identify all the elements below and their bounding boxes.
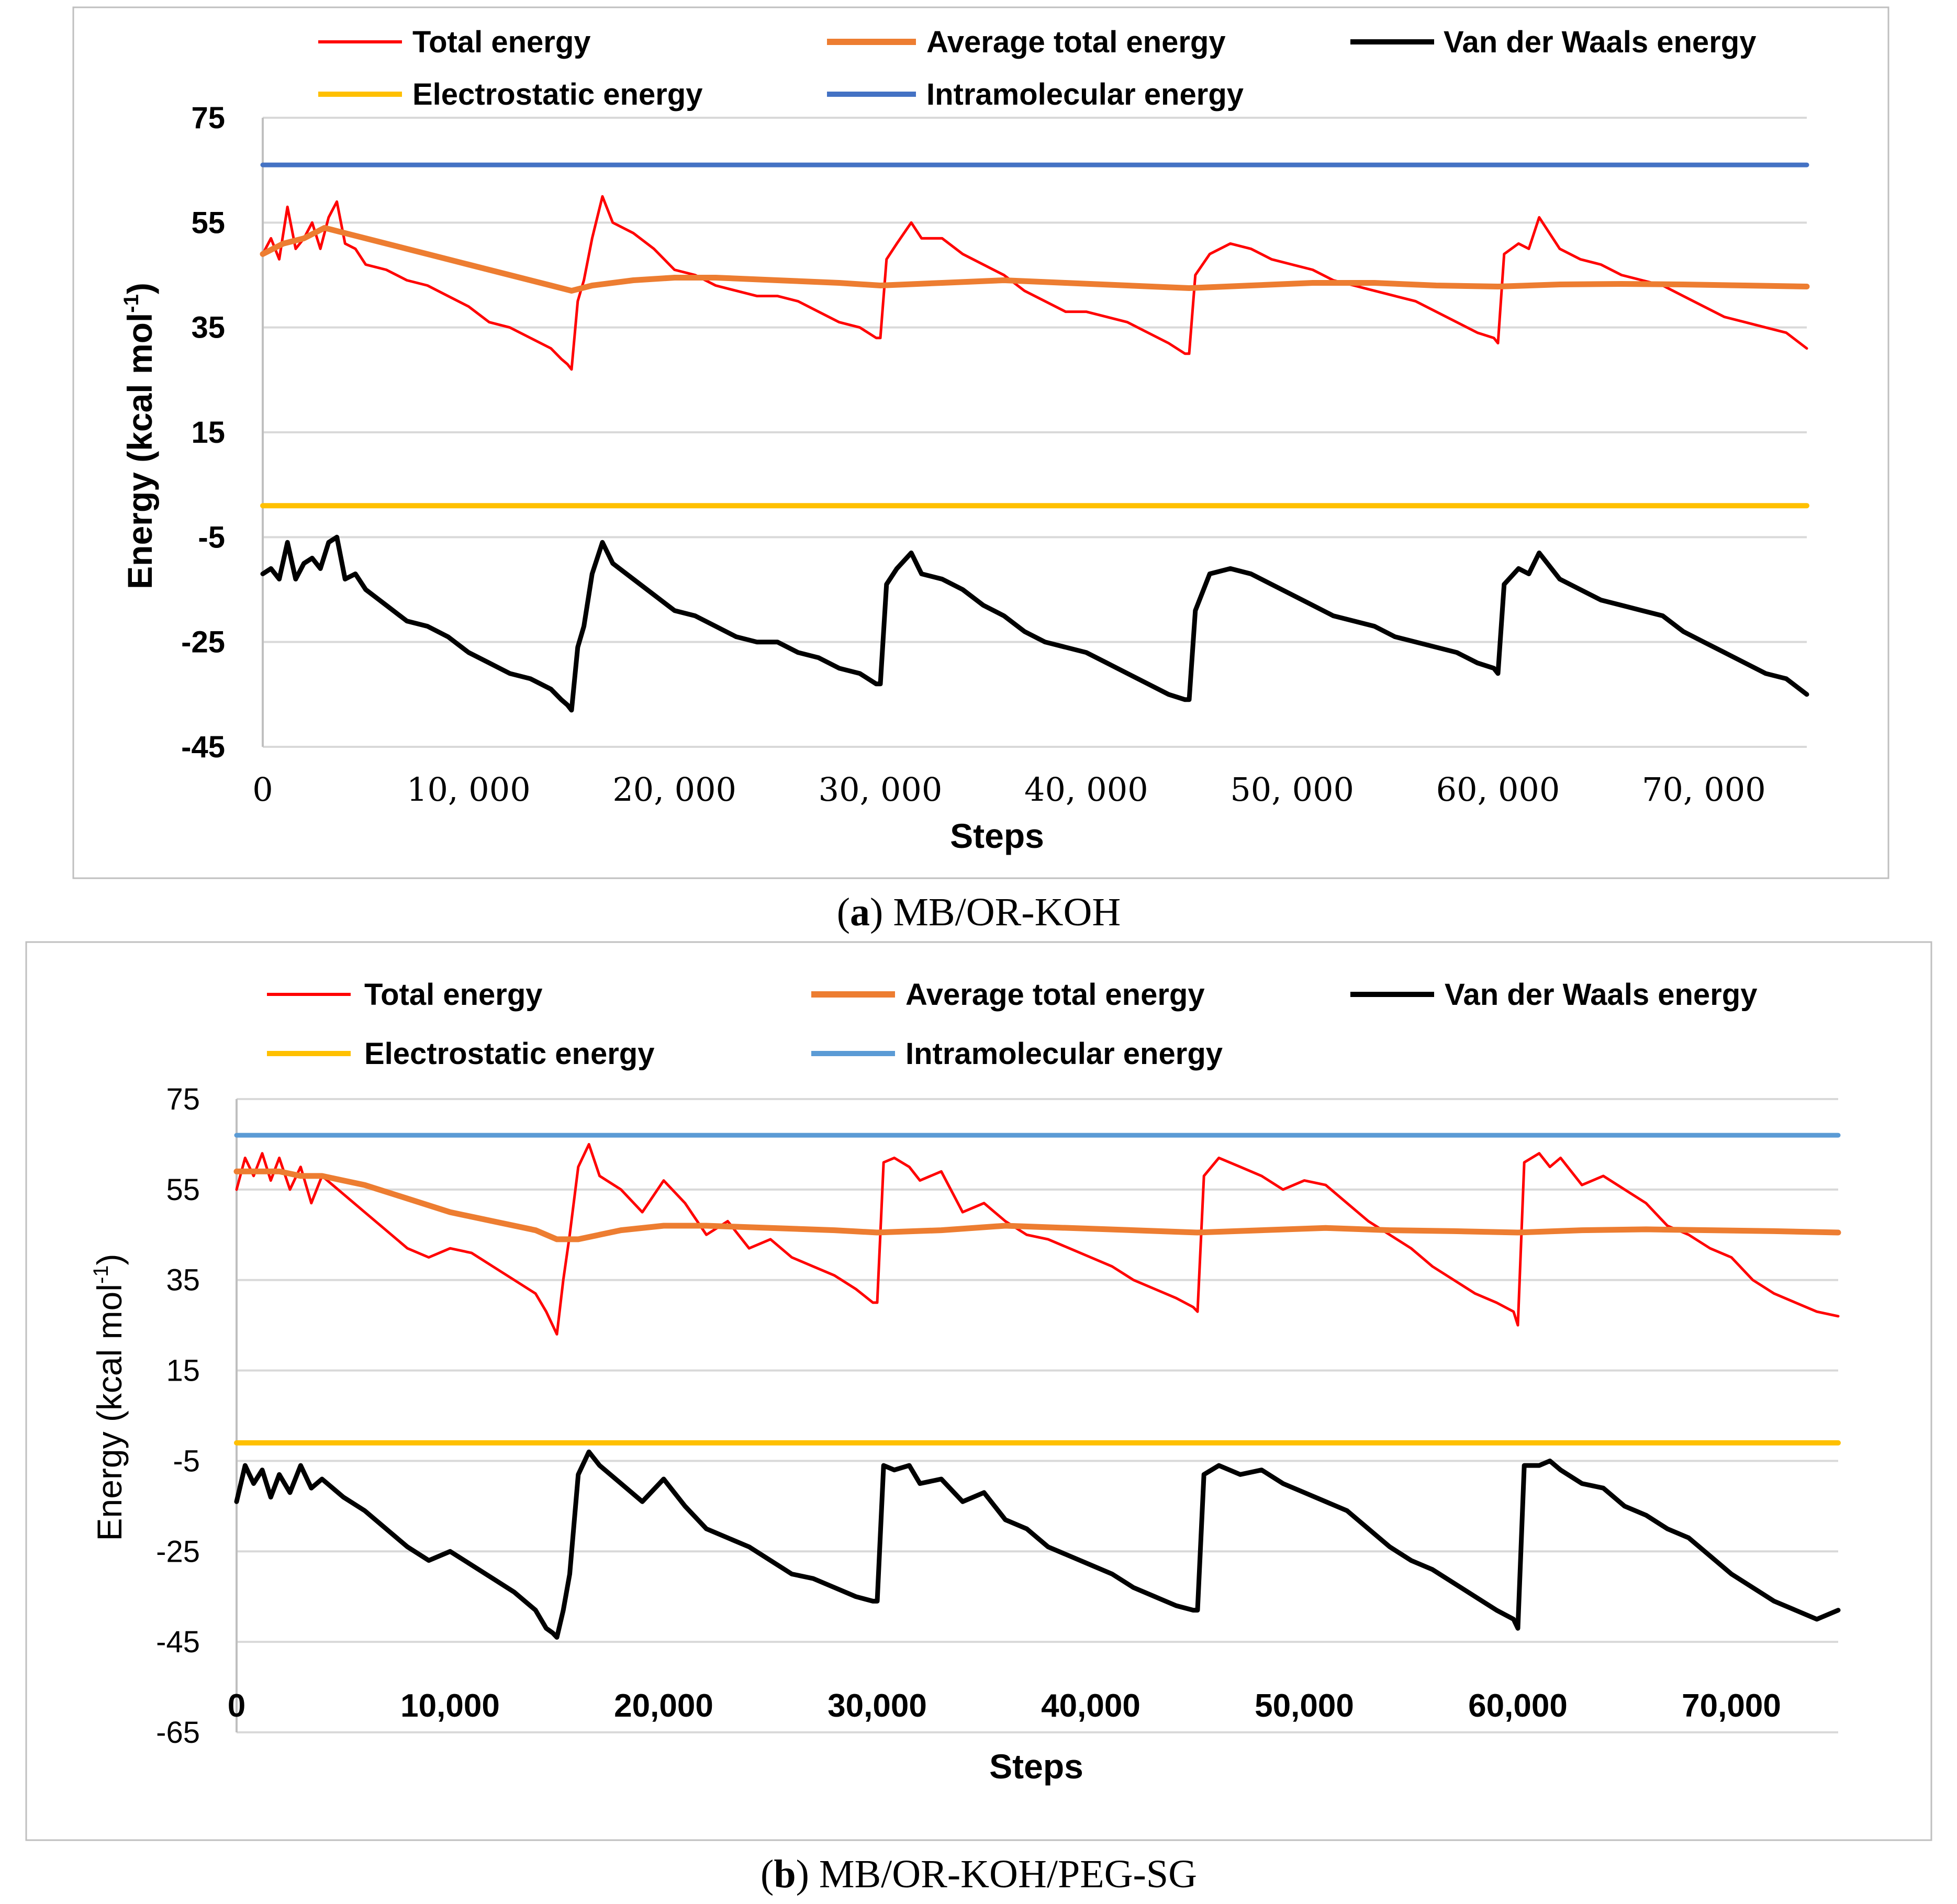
- y-tick-label: -45: [156, 1625, 200, 1659]
- x-tick-label: 60,000: [1468, 1688, 1568, 1724]
- panel-b-y-axis-title-main: Energy (kcal mol: [90, 1284, 129, 1541]
- y-tick-label: 55: [166, 1173, 200, 1207]
- x-tick-label: 70,000: [1682, 1688, 1781, 1724]
- panel-a-caption-letter: a: [850, 890, 870, 934]
- x-tick-label: 60, 000: [1436, 770, 1560, 809]
- panel-b-x-axis-title: Steps: [989, 1747, 1083, 1786]
- legend-label-average: Average total energy: [905, 978, 1205, 1012]
- legend-label-vdw: Van der Waals energy: [1444, 25, 1756, 59]
- panel-b-frame: [25, 941, 1932, 1841]
- legend-label-electrostatic: Electrostatic energy: [364, 1037, 654, 1071]
- panel-a-caption-open: (: [837, 890, 850, 934]
- panel-b-x-ticks: 0 10,000 20,000 30,000 40,000 50,000 60,000 70,…: [228, 1688, 1781, 1724]
- panel-a-frame: [72, 6, 1889, 879]
- y-tick-label: 15: [166, 1354, 200, 1388]
- y-tick-label: -25: [181, 625, 225, 659]
- panel-b-y-axis-title-end: ): [90, 1253, 129, 1265]
- panel-b-caption-letter: b: [774, 1852, 796, 1896]
- panel-b-y-axis-title-sup: -1: [90, 1265, 113, 1284]
- y-tick-label: -5: [173, 1444, 200, 1478]
- legend-label-vdw: Van der Waals energy: [1445, 978, 1757, 1012]
- panel-a-y-ticks: 75 55 35 15 -5 -25 -45: [181, 101, 225, 764]
- panel-b-caption-text: MB/OR-KOH/PEG-SG: [809, 1852, 1197, 1896]
- panel-a-legend: Total energy Average total energy Van de…: [318, 25, 1756, 111]
- legend-label-intramolecular: Intramolecular energy: [905, 1037, 1223, 1071]
- panel-b-caption-close: ): [796, 1852, 809, 1896]
- panel-b-series: [233, 1133, 1841, 1640]
- panel-a-y-axis-title-end: ): [120, 283, 159, 294]
- x-tick-label: 50, 000: [1230, 770, 1354, 809]
- panel-a-gridlines: [262, 117, 1807, 748]
- panel-a-y-axis-title: Energy (kcal mol-1): [120, 283, 159, 589]
- y-tick-label: -25: [156, 1535, 200, 1569]
- y-tick-label: 75: [166, 1082, 200, 1116]
- panel-b-chart: Total energy Average total energy Van de…: [25, 941, 1932, 1841]
- x-tick-label: 40, 000: [1024, 770, 1148, 809]
- panel-a-caption-close: ): [870, 890, 883, 934]
- x-tick-label: 40,000: [1041, 1688, 1140, 1724]
- legend-label-average: Average total energy: [926, 25, 1226, 59]
- y-tick-label: -5: [198, 520, 225, 554]
- panel-a-y-axis-title-sup: -1: [120, 294, 143, 313]
- legend-label-total: Total energy: [364, 978, 543, 1012]
- series-line-vdw: [234, 1449, 1841, 1640]
- panel-a-y-axis-title-main: Energy (kcal mol: [120, 313, 159, 589]
- x-tick-label: 0: [252, 770, 273, 809]
- x-tick-label: 30,000: [827, 1688, 927, 1724]
- legend-label-intramolecular: Intramolecular energy: [926, 77, 1244, 111]
- panel-b-y-axis-title: Energy (kcal mol-1): [90, 1253, 129, 1541]
- panel-b-y-ticks: 75 55 35 15 -5 -25 -45 -65: [156, 1082, 200, 1750]
- x-tick-label: 10,000: [400, 1688, 500, 1724]
- y-tick-label: 55: [191, 206, 225, 240]
- series-line-average: [233, 1168, 1841, 1242]
- x-tick-label: 0: [228, 1688, 245, 1724]
- series-line-vdw: [260, 534, 1809, 713]
- panel-a-series: [260, 162, 1810, 713]
- panel-a-caption: (a) MB/OR-KOH: [837, 890, 1121, 934]
- legend-label-electrostatic: Electrostatic energy: [412, 77, 702, 111]
- y-tick-label: 75: [191, 101, 225, 135]
- y-tick-label: 35: [166, 1263, 200, 1297]
- legend-label-total: Total energy: [412, 25, 591, 59]
- y-tick-label: 35: [191, 311, 225, 345]
- x-tick-label: 10, 000: [407, 770, 531, 809]
- x-tick-label: 30, 000: [819, 770, 943, 809]
- panel-b-legend: Total energy Average total energy Van de…: [267, 978, 1757, 1071]
- panel-a-chart: Total energy Average total energy Van de…: [72, 6, 1889, 879]
- panel-b-gridlines: [236, 1098, 1838, 1733]
- x-tick-label: 70, 000: [1642, 770, 1766, 809]
- x-tick-label: 50,000: [1255, 1688, 1354, 1724]
- x-tick-label: 20,000: [614, 1688, 713, 1724]
- series-line-total: [261, 195, 1808, 371]
- series-line-total: [235, 1143, 1840, 1336]
- panel-a-x-ticks: 0 10, 000 20, 000 30, 000 40, 000 50, 000 60, …: [252, 770, 1765, 809]
- panel-b-caption: (b) MB/OR-KOH/PEG-SG: [761, 1852, 1197, 1896]
- panel-b-caption-open: (: [761, 1852, 774, 1896]
- series-line-average: [260, 225, 1810, 294]
- panel-a-caption-text: MB/OR-KOH: [883, 890, 1121, 934]
- x-tick-label: 20, 000: [612, 770, 736, 809]
- y-tick-label: -65: [156, 1716, 200, 1750]
- y-tick-label: 15: [191, 416, 225, 450]
- panel-a-x-axis-title: Steps: [950, 816, 1044, 855]
- y-tick-label: -45: [181, 730, 225, 764]
